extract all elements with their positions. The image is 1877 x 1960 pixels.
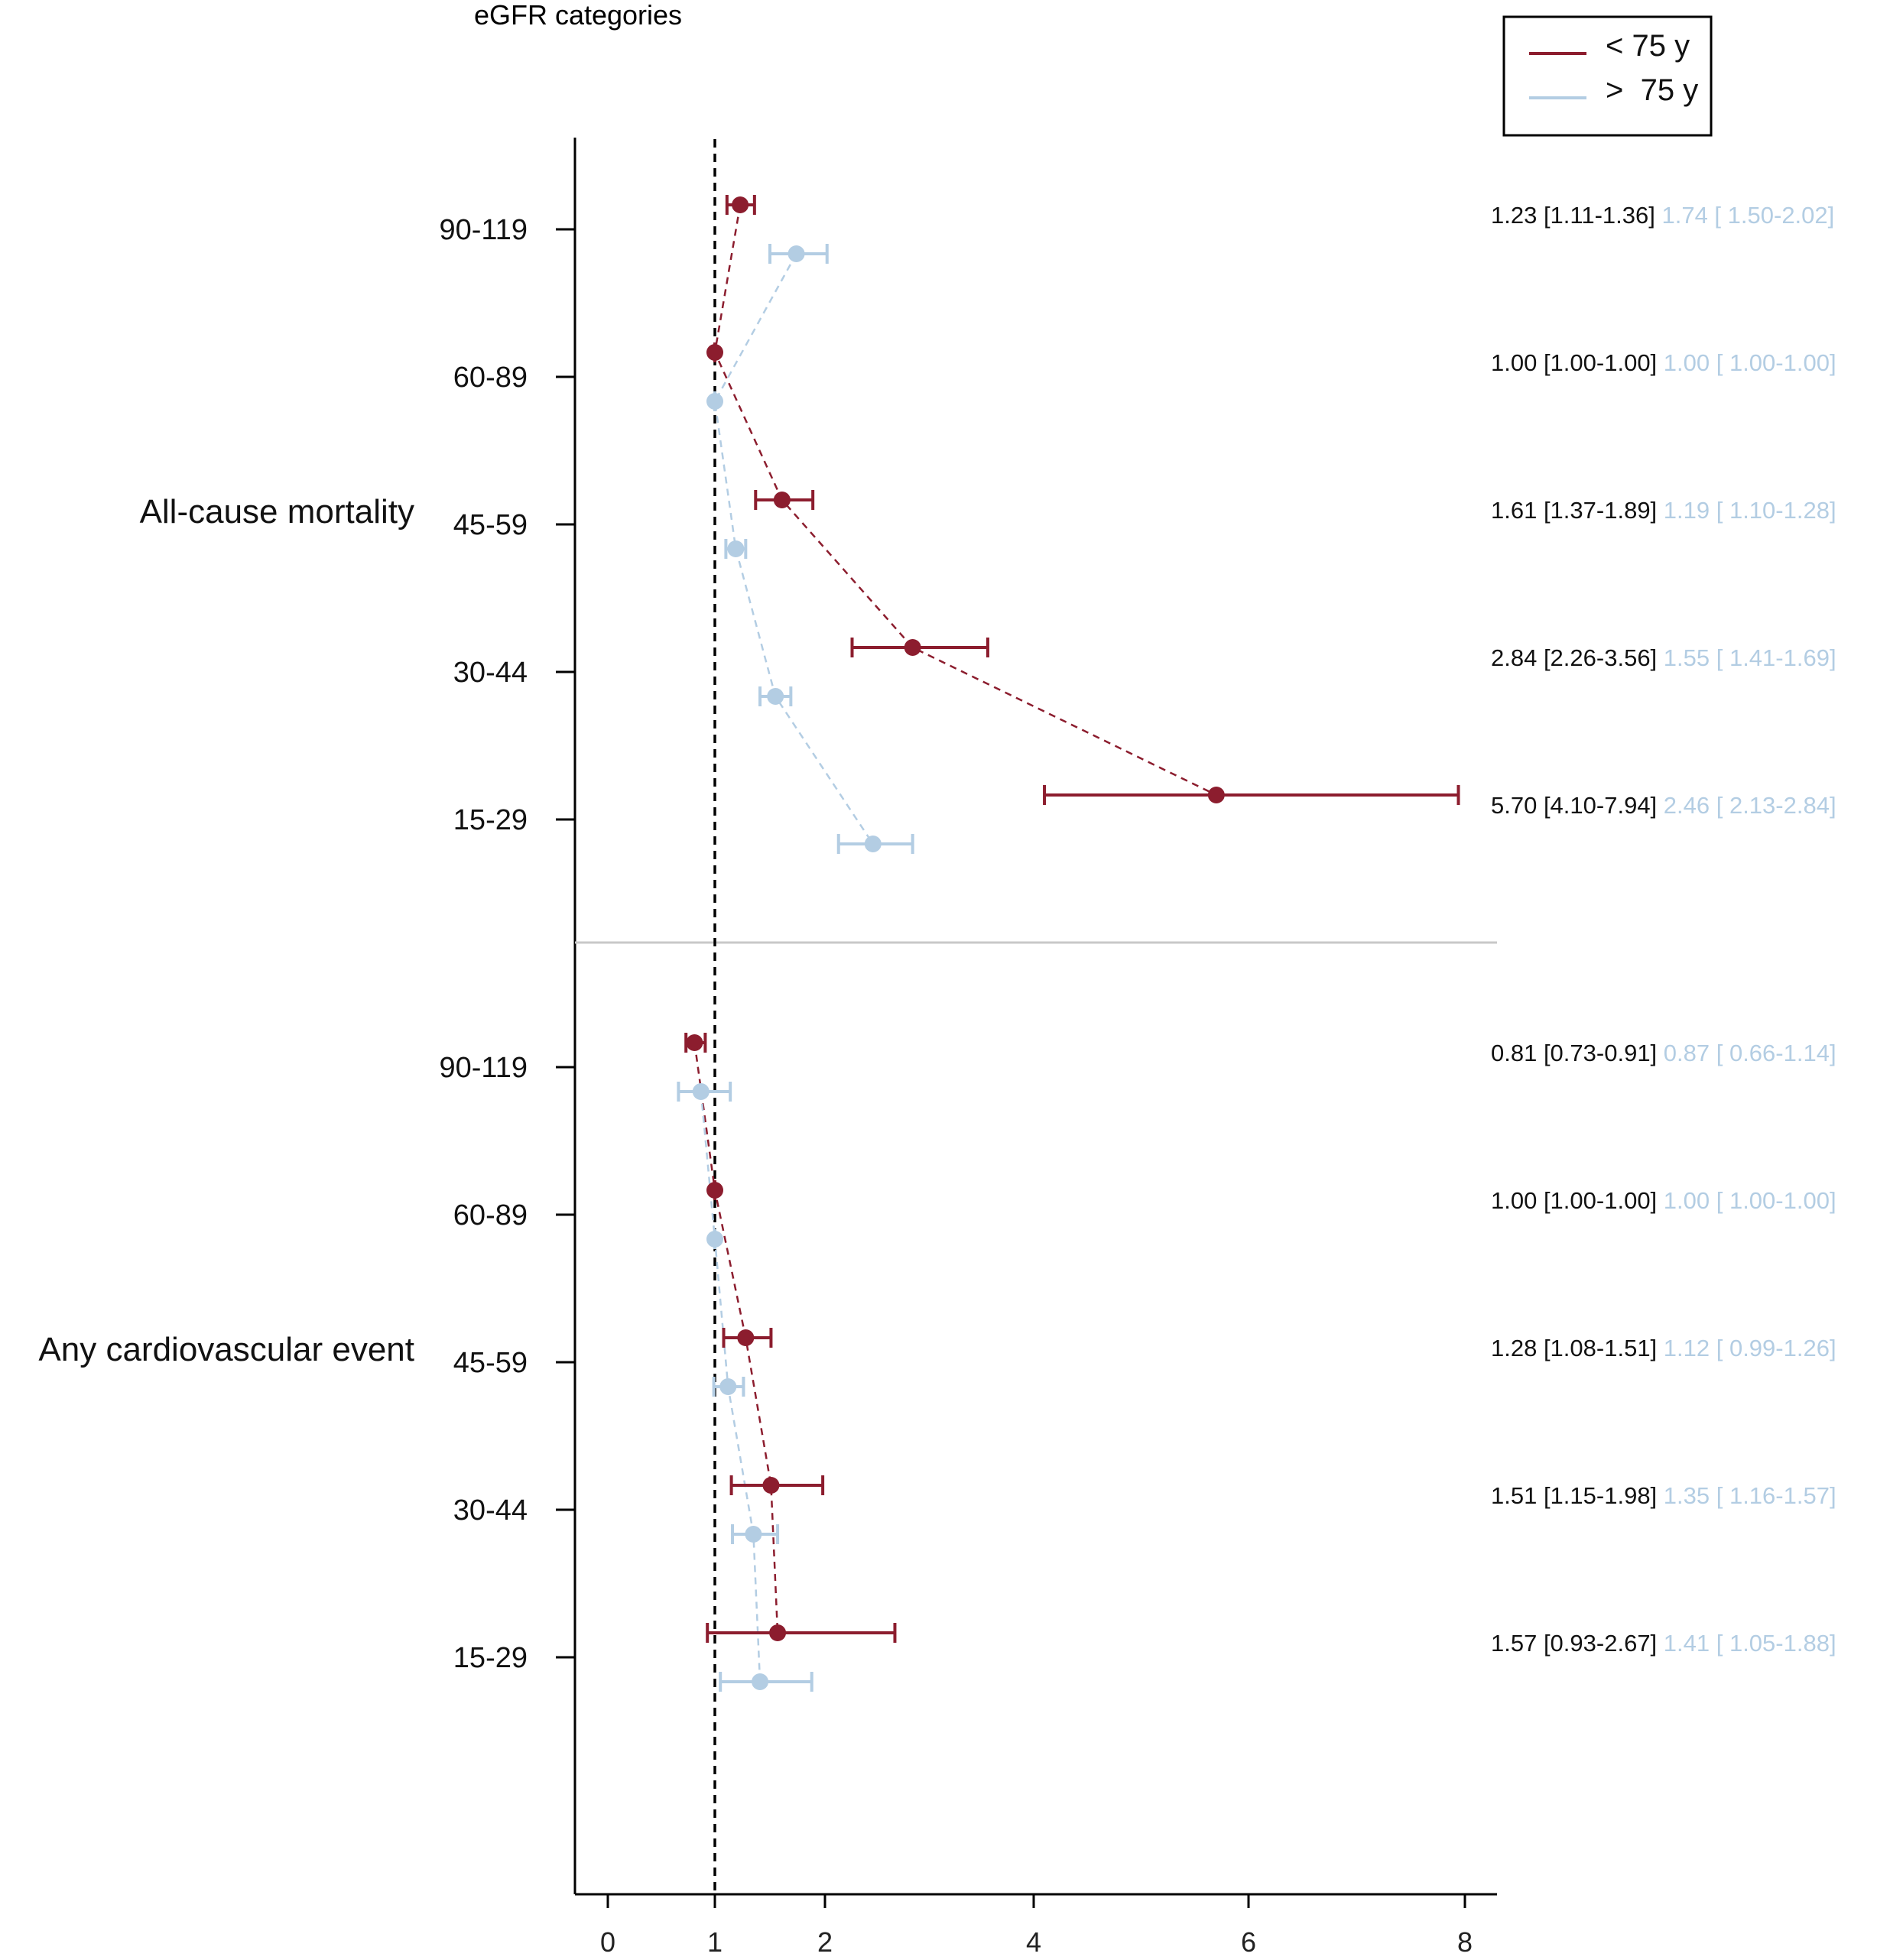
estimate-text-old: 1.00 [ 1.00-1.00] xyxy=(1664,1187,1836,1214)
estimate-text-young: 5.70 [4.10-7.94] xyxy=(1491,792,1664,819)
estimate-point xyxy=(745,1526,762,1543)
estimate-text-young: 1.00 [1.00-1.00] xyxy=(1491,349,1664,376)
estimate-point xyxy=(706,393,723,410)
estimate-text-old: 1.74 [ 1.50-2.02] xyxy=(1661,202,1834,229)
estimate-point xyxy=(904,639,921,656)
estimate-point xyxy=(773,492,791,508)
estimate-text-young: 0.81 [0.73-0.91] xyxy=(1491,1040,1664,1066)
x-tick-label: 0 xyxy=(600,1926,615,1958)
estimate-point xyxy=(692,1083,710,1100)
axes-frame xyxy=(573,138,1497,1896)
estimate-text-young: 1.23 [1.11-1.36] xyxy=(1491,202,1661,229)
legend-label: > 75 y xyxy=(1606,73,1698,107)
estimate-text-young: 1.57 [0.93-2.67] xyxy=(1491,1630,1664,1657)
estimate-point xyxy=(1207,787,1225,803)
group-label: All-cause mortality xyxy=(140,493,414,531)
estimate-text: 1.57 [0.93-2.67] 1.41 [ 1.05-1.88] xyxy=(1491,1630,1836,1657)
estimate-text-old: 1.35 [ 1.16-1.57] xyxy=(1664,1482,1836,1509)
estimate-point xyxy=(787,245,805,262)
estimate-text-young: 1.28 [1.08-1.51] xyxy=(1491,1335,1664,1361)
x-tick-label: 4 xyxy=(1026,1926,1041,1958)
estimate-point xyxy=(732,196,749,213)
estimate-text-young: 1.61 [1.37-1.89] xyxy=(1491,497,1664,524)
chart-title: eGFR categories xyxy=(474,0,682,31)
category-label: 90-119 xyxy=(439,214,528,246)
category-label: 45-59 xyxy=(453,1347,528,1379)
estimate-point xyxy=(727,540,745,557)
x-tick-label: 2 xyxy=(817,1926,833,1958)
estimate-text: 2.84 [2.26-3.56] 1.55 [ 1.41-1.69] xyxy=(1491,644,1836,671)
estimate-text: 1.61 [1.37-1.89] 1.19 [ 1.10-1.28] xyxy=(1491,497,1836,524)
estimate-text-old: 1.19 [ 1.10-1.28] xyxy=(1664,497,1836,524)
category-label: 90-119 xyxy=(439,1052,528,1084)
estimate-text-column: 1.23 [1.11-1.36] 1.74 [ 1.50-2.02] 1.00 [… xyxy=(1491,202,1836,1657)
estimate-text: 1.51 [1.15-1.98] 1.35 [ 1.16-1.57] xyxy=(1491,1482,1836,1509)
estimate-text-old: 1.55 [ 1.41-1.69] xyxy=(1664,644,1836,671)
category-label: 15-29 xyxy=(453,804,528,836)
estimate-text-old: 2.46 [ 2.13-2.84] xyxy=(1664,792,1836,819)
estimate-point xyxy=(752,1673,769,1690)
y-axis-labels: All-cause mortality 90-119 60-89 45-59 30-44… xyxy=(38,214,575,1674)
category-label: 45-59 xyxy=(453,509,528,541)
x-tick-label: 1 xyxy=(707,1926,723,1958)
estimate-point xyxy=(767,688,784,705)
category-label: 60-89 xyxy=(453,1199,528,1231)
connector-old xyxy=(713,253,874,845)
category-label: 30-44 xyxy=(453,657,528,689)
estimate-text: 0.81 [0.73-0.91] 0.87 [ 0.66-1.14] xyxy=(1491,1040,1836,1066)
estimate-point xyxy=(769,1624,787,1641)
legend: < 75 y > 75 y xyxy=(1502,15,1713,137)
estimate-text-old: 1.00 [ 1.00-1.00] xyxy=(1664,349,1836,376)
estimate-text: 1.00 [1.00-1.00] 1.00 [ 1.00-1.00] xyxy=(1491,349,1836,376)
estimate-point xyxy=(719,1378,737,1395)
group-label: Any cardiovascular event xyxy=(38,1331,414,1368)
estimate-text-young: 2.84 [2.26-3.56] xyxy=(1491,644,1664,671)
legend-label: < 75 y xyxy=(1606,29,1690,63)
estimate-text-old: 0.87 [ 0.66-1.14] xyxy=(1664,1040,1836,1066)
x-tick-label: 6 xyxy=(1241,1926,1256,1958)
category-label: 60-89 xyxy=(453,362,528,394)
estimate-point xyxy=(864,836,882,852)
estimate-text-old: 1.12 [ 0.99-1.26] xyxy=(1664,1335,1836,1361)
x-axis-ticks: 0 1 2 4 6 8 xyxy=(600,1894,1473,1958)
category-label: 15-29 xyxy=(453,1642,528,1674)
estimate-point xyxy=(737,1329,755,1346)
estimate-text: 1.28 [1.08-1.51] 1.12 [ 0.99-1.26] xyxy=(1491,1335,1836,1361)
estimate-point xyxy=(706,344,723,361)
legend-box xyxy=(1502,15,1713,137)
estimate-text: 1.23 [1.11-1.36] 1.74 [ 1.50-2.02] xyxy=(1491,202,1834,229)
x-tick-label: 8 xyxy=(1457,1926,1473,1958)
estimate-points xyxy=(677,195,1460,1692)
estimate-text: 1.00 [1.00-1.00] 1.00 [ 1.00-1.00] xyxy=(1491,1187,1836,1214)
category-label: 30-44 xyxy=(453,1494,528,1527)
estimate-point xyxy=(686,1034,703,1051)
estimate-text: 5.70 [4.10-7.94] 2.46 [ 2.13-2.84] xyxy=(1491,792,1836,819)
estimate-point xyxy=(706,1231,723,1248)
estimate-text-old: 1.41 [ 1.05-1.88] xyxy=(1664,1630,1836,1657)
estimate-text-young: 1.00 [1.00-1.00] xyxy=(1491,1187,1664,1214)
estimate-text-young: 1.51 [1.15-1.98] xyxy=(1491,1482,1664,1509)
estimate-point xyxy=(706,1182,723,1199)
estimate-point xyxy=(762,1477,780,1494)
